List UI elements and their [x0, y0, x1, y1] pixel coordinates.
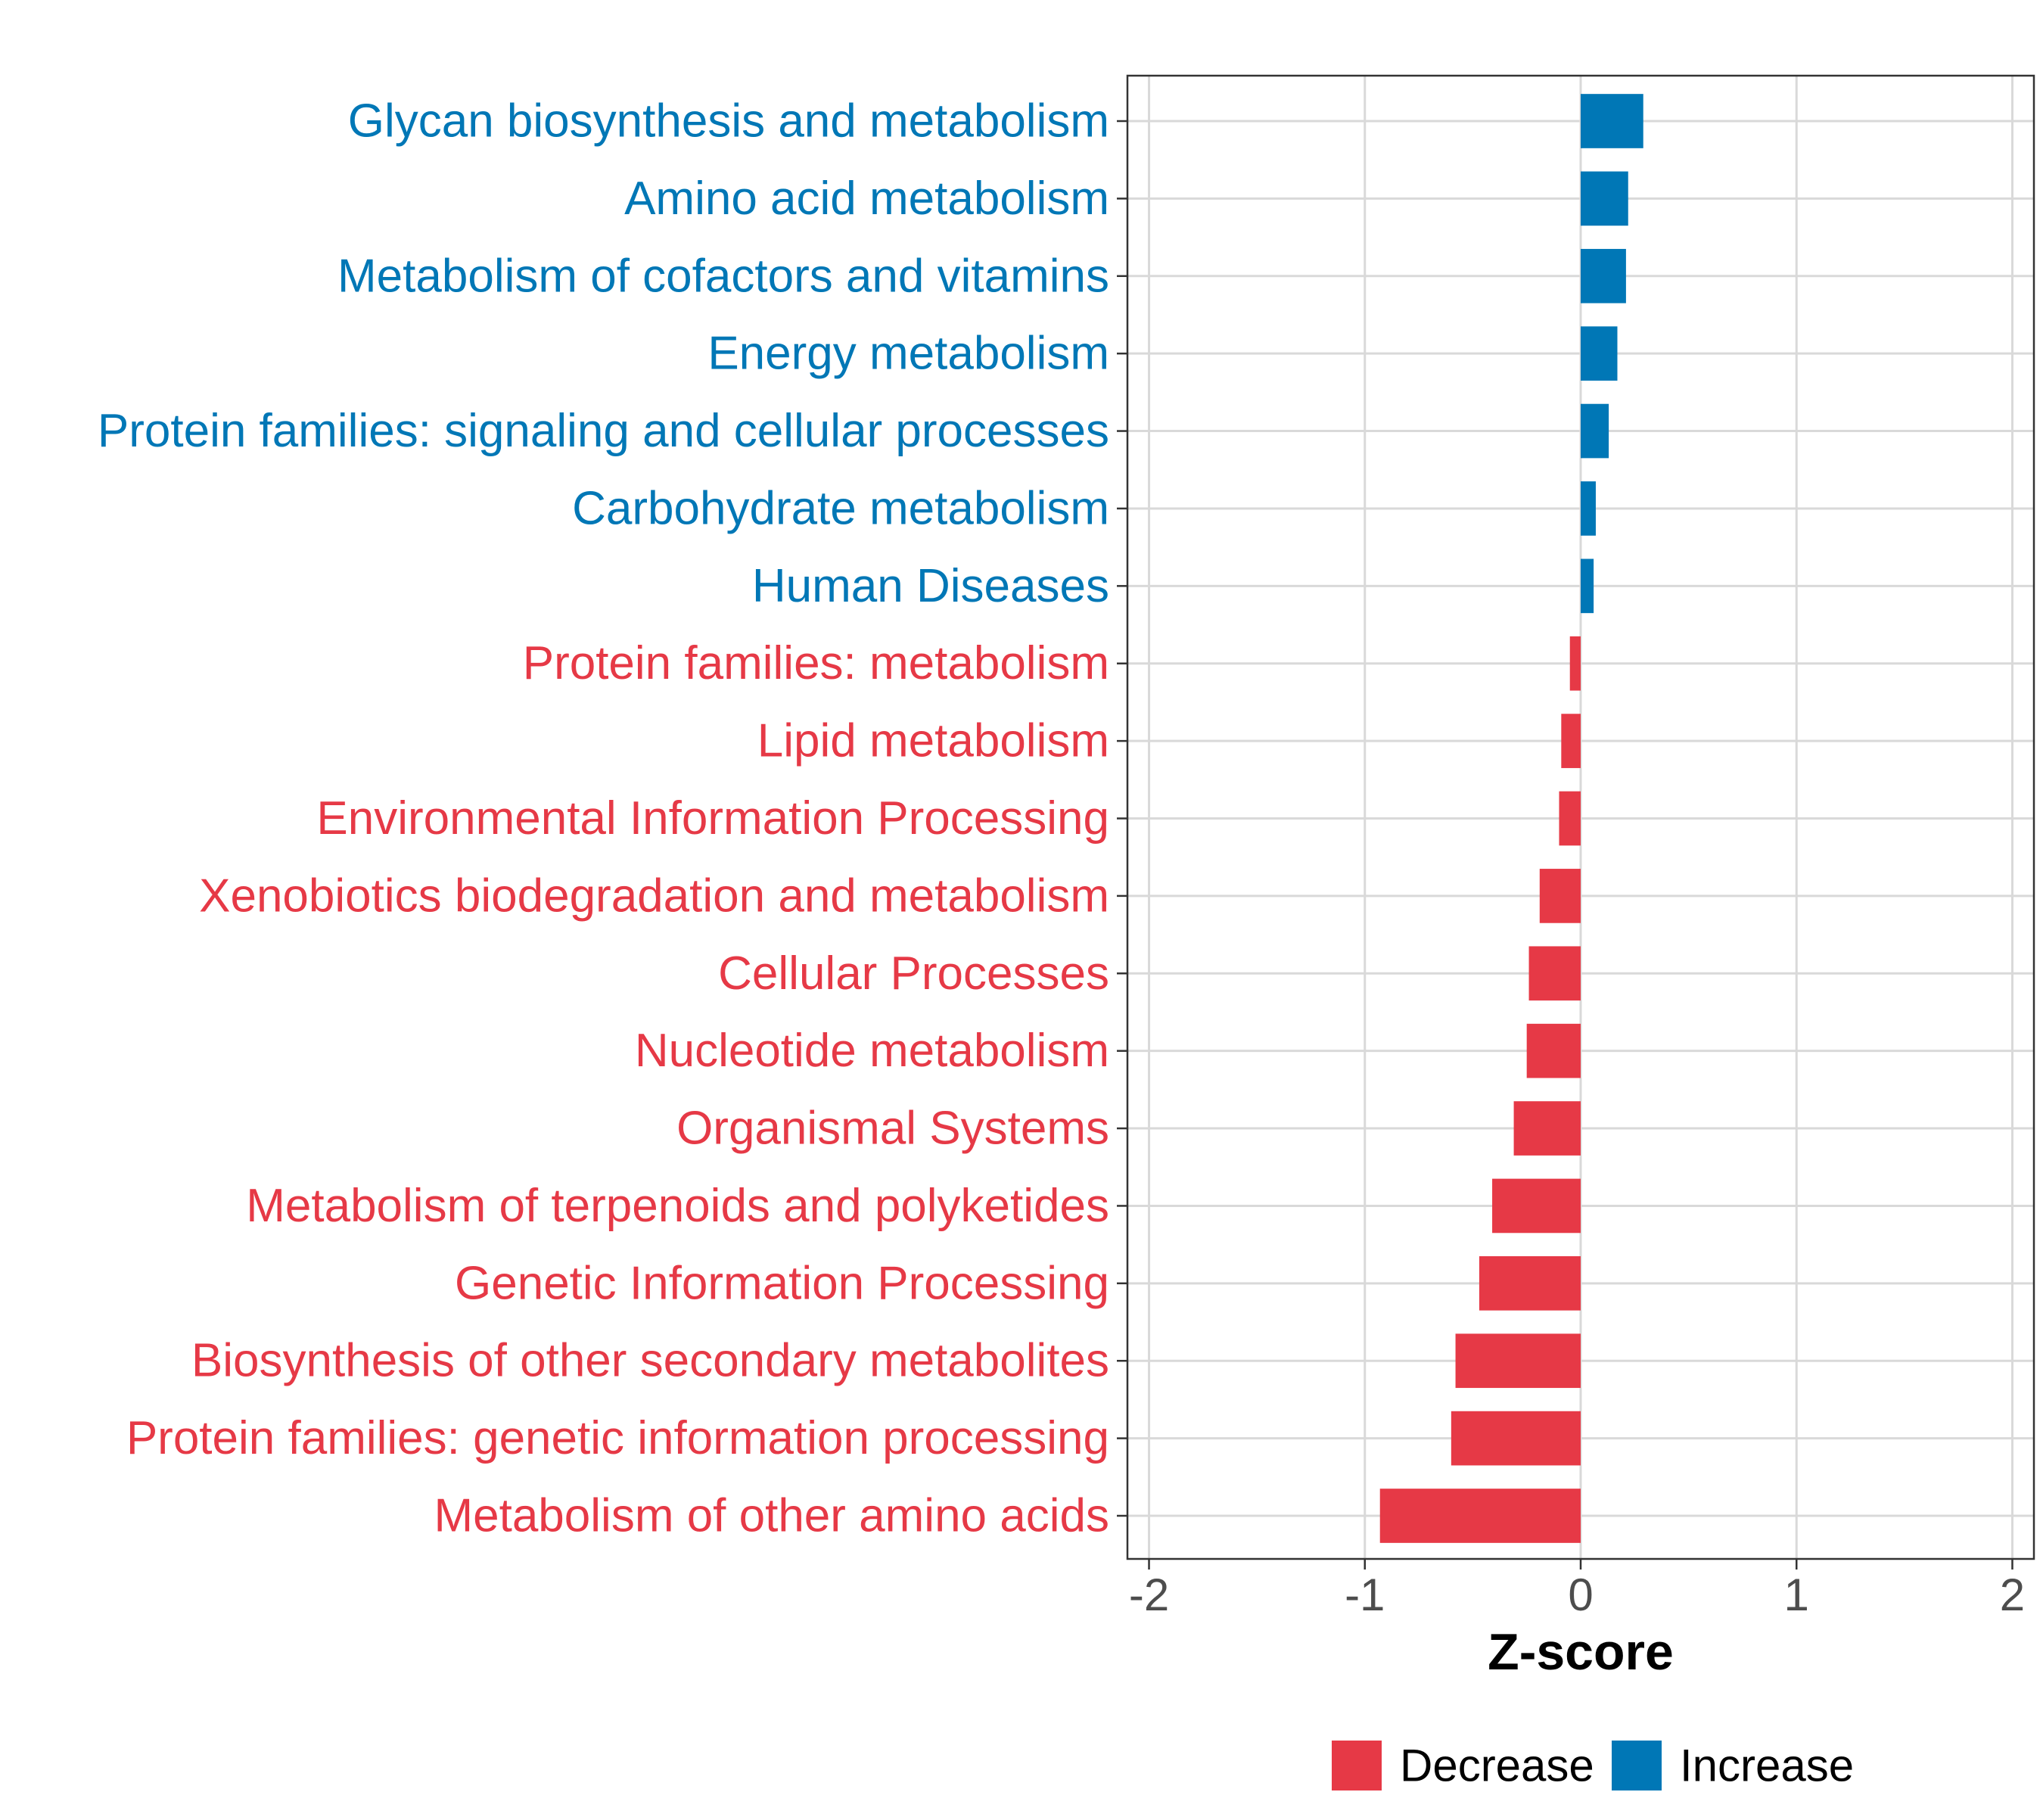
- y-axis: Glycan biosynthesis and metabolism Amino …: [98, 95, 1127, 1542]
- y-tick-label: Genetic Information Processing: [455, 1257, 1109, 1309]
- legend-swatch: [1612, 1741, 1662, 1790]
- y-tick-label: Environmental Information Processing: [316, 792, 1109, 845]
- y-tick-label: Protein families: genetic information pr…: [126, 1412, 1109, 1464]
- y-tick-label: Biosynthesis of other secondary metaboli…: [191, 1335, 1109, 1387]
- bars: [1379, 94, 1643, 1543]
- y-tick-label: Lipid metabolism: [757, 715, 1109, 767]
- bar: [1479, 1255, 1581, 1311]
- y-tick-label: Protein families: signaling and cellular…: [98, 405, 1109, 457]
- bar: [1581, 171, 1628, 226]
- y-tick-label: Nucleotide metabolism: [635, 1025, 1109, 1077]
- x-tick-label: 1: [1784, 1570, 1809, 1620]
- y-tick-label: Protein families: metabolism: [523, 637, 1109, 689]
- bar: [1455, 1333, 1581, 1389]
- y-tick-label: Glycan biosynthesis and metabolism: [348, 95, 1109, 148]
- bar: [1581, 326, 1618, 381]
- legend-swatch: [1332, 1741, 1382, 1790]
- bar: [1581, 94, 1643, 148]
- x-tick-label: 0: [1568, 1570, 1593, 1620]
- bar: [1526, 1023, 1581, 1078]
- bar: [1581, 558, 1594, 614]
- y-tick-label: Metabolism of other amino acids: [434, 1490, 1109, 1542]
- y-tick-label: Xenobiotics biodegradation and metabolis…: [199, 870, 1109, 922]
- bar: [1528, 946, 1581, 1001]
- y-tick-label: Amino acid metabolism: [624, 173, 1109, 225]
- bar: [1561, 714, 1581, 768]
- y-tick-label: Organismal Systems: [676, 1103, 1109, 1155]
- legend-label: Decrease: [1400, 1741, 1594, 1791]
- x-axis: -2 -1 0 1 2: [1129, 1559, 2025, 1620]
- y-tick-label: Human Diseases: [752, 560, 1109, 612]
- bar: [1581, 403, 1609, 459]
- x-tick-label: -1: [1345, 1570, 1385, 1620]
- bar: [1513, 1101, 1581, 1156]
- bar: [1581, 481, 1596, 536]
- x-tick-label: -2: [1129, 1570, 1169, 1620]
- y-tick-label: Energy metabolism: [707, 328, 1109, 380]
- bar: [1379, 1489, 1581, 1543]
- bar: [1451, 1411, 1581, 1466]
- bar: [1559, 791, 1581, 846]
- legend: Decrease Increase: [1332, 1741, 1854, 1791]
- bar: [1492, 1178, 1581, 1234]
- x-axis-title: Z-score: [1488, 1623, 1674, 1681]
- x-tick-label: 2: [2000, 1570, 2025, 1620]
- bar: [1539, 869, 1581, 923]
- y-tick-label: Carbohydrate metabolism: [572, 482, 1109, 534]
- y-tick-label: Cellular Processes: [718, 947, 1109, 1000]
- bar: [1581, 248, 1626, 303]
- bar: [1569, 636, 1581, 691]
- legend-label: Increase: [1680, 1741, 1854, 1791]
- y-tick-label: Metabolism of terpenoids and polyketides: [246, 1180, 1109, 1232]
- y-tick-label: Metabolism of cofactors and vitamins: [337, 250, 1109, 302]
